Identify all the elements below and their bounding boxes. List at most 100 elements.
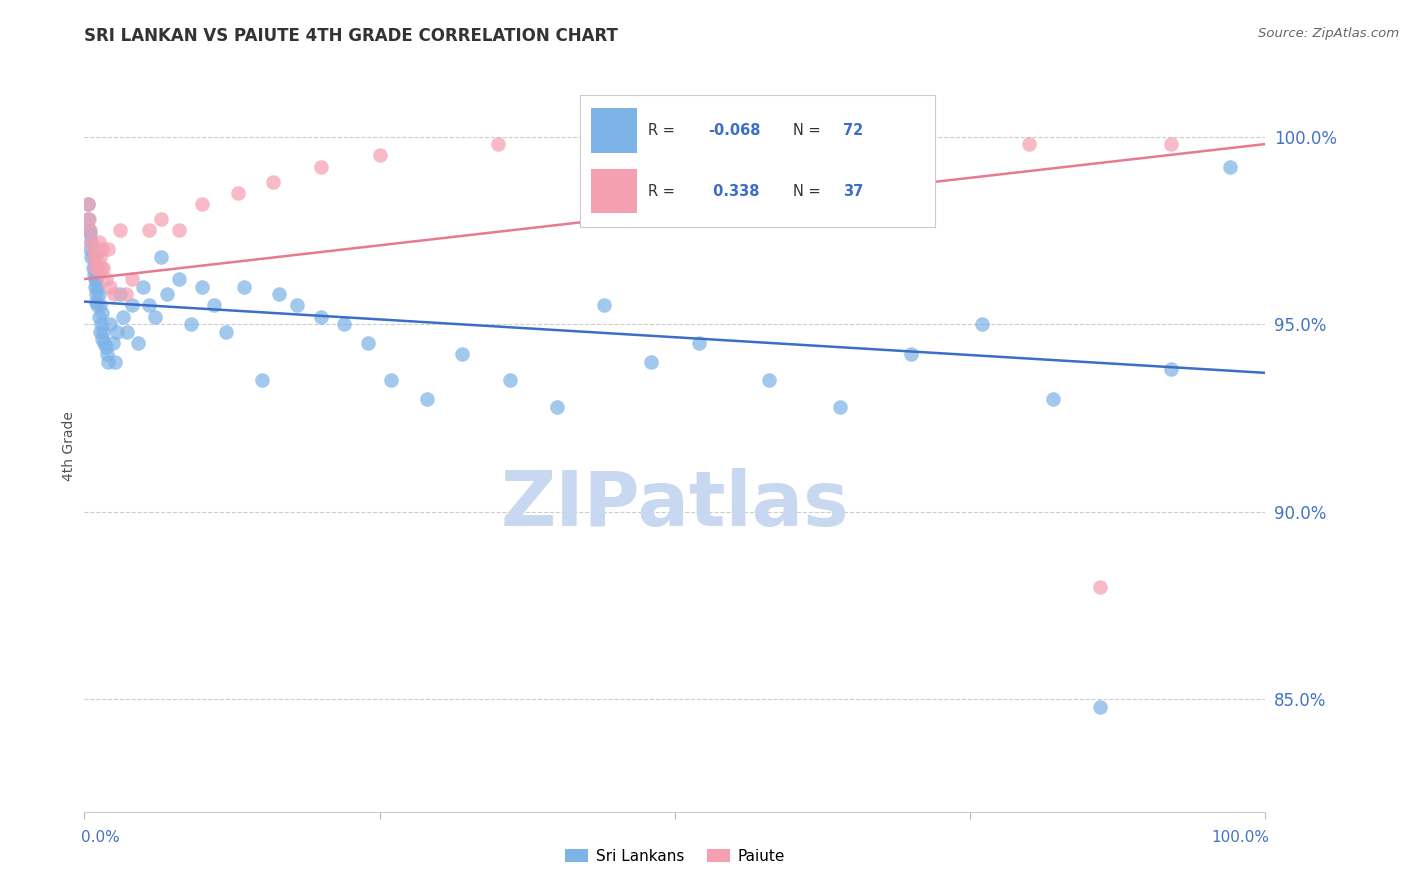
Point <box>104 354 127 368</box>
Point <box>1088 699 1111 714</box>
Point <box>90 317 112 331</box>
Point <box>664 136 686 151</box>
Point <box>132 279 155 293</box>
Point <box>202 298 225 312</box>
Point <box>86 279 108 293</box>
Point <box>94 340 117 354</box>
Point <box>84 287 107 301</box>
Point <box>138 298 160 312</box>
Point <box>121 272 143 286</box>
Point <box>103 287 125 301</box>
Point <box>416 392 439 406</box>
Point <box>215 325 238 339</box>
Point <box>79 242 101 256</box>
Point <box>1018 136 1040 151</box>
Text: Source: ZipAtlas.com: Source: ZipAtlas.com <box>1258 27 1399 40</box>
Point <box>232 279 254 293</box>
Point <box>89 325 111 339</box>
Point <box>93 335 115 350</box>
Point <box>1160 362 1182 376</box>
Point <box>309 160 332 174</box>
Point <box>77 197 100 211</box>
Point <box>84 294 107 309</box>
Text: 0.0%: 0.0% <box>80 830 120 846</box>
Point <box>115 325 138 339</box>
Point <box>97 242 120 256</box>
Point <box>91 260 114 275</box>
Point <box>262 175 284 189</box>
Point <box>640 354 662 368</box>
Point <box>91 332 114 346</box>
Point <box>84 260 107 275</box>
Point <box>309 310 332 324</box>
Point <box>80 235 103 249</box>
Point <box>380 373 402 387</box>
Point <box>84 250 107 264</box>
Point <box>87 310 110 324</box>
Point <box>546 400 568 414</box>
Point <box>79 223 101 237</box>
Point <box>77 212 100 227</box>
Point <box>830 400 852 414</box>
Point <box>83 268 105 283</box>
Point <box>84 260 107 275</box>
Point <box>191 197 214 211</box>
Point <box>900 347 922 361</box>
Point <box>77 223 100 237</box>
Point <box>101 335 124 350</box>
Point <box>90 260 112 275</box>
Point <box>167 272 190 286</box>
Point <box>82 260 104 275</box>
Point <box>180 317 202 331</box>
Legend: Sri Lankans, Paiute: Sri Lankans, Paiute <box>558 843 792 870</box>
Point <box>269 287 291 301</box>
Point <box>83 250 105 264</box>
Point <box>498 373 520 387</box>
Point <box>84 272 107 286</box>
Point <box>138 223 160 237</box>
Point <box>486 136 509 151</box>
Point <box>86 298 108 312</box>
Point <box>150 250 173 264</box>
Point <box>688 335 710 350</box>
Point <box>80 235 103 249</box>
Point <box>451 347 474 361</box>
Point <box>79 227 101 241</box>
Text: ZIPatlas: ZIPatlas <box>501 467 849 541</box>
Point <box>357 335 380 350</box>
Point <box>91 325 114 339</box>
Point <box>150 212 173 227</box>
Point <box>167 223 190 237</box>
Point <box>84 279 107 293</box>
Point <box>121 298 143 312</box>
Point <box>581 136 603 151</box>
Point <box>1042 392 1064 406</box>
Point <box>1219 160 1241 174</box>
Point <box>734 136 756 151</box>
Point <box>96 347 118 361</box>
Point <box>156 287 179 301</box>
Point <box>91 306 114 320</box>
Point <box>97 354 120 368</box>
Point <box>970 317 993 331</box>
Point <box>77 212 100 227</box>
Point <box>107 325 129 339</box>
Point <box>91 242 114 256</box>
Point <box>108 223 131 237</box>
Point <box>86 260 108 275</box>
Point <box>108 287 131 301</box>
Point <box>758 373 780 387</box>
Point <box>87 235 110 249</box>
Point <box>87 287 110 301</box>
Point <box>77 197 100 211</box>
Point <box>368 148 391 162</box>
Point <box>89 298 111 312</box>
Y-axis label: 4th Grade: 4th Grade <box>62 411 76 481</box>
Point <box>900 136 922 151</box>
Point <box>143 310 166 324</box>
Point <box>80 250 103 264</box>
Point <box>114 287 136 301</box>
Point <box>112 310 135 324</box>
Text: SRI LANKAN VS PAIUTE 4TH GRADE CORRELATION CHART: SRI LANKAN VS PAIUTE 4TH GRADE CORRELATI… <box>84 27 619 45</box>
Point <box>593 298 616 312</box>
